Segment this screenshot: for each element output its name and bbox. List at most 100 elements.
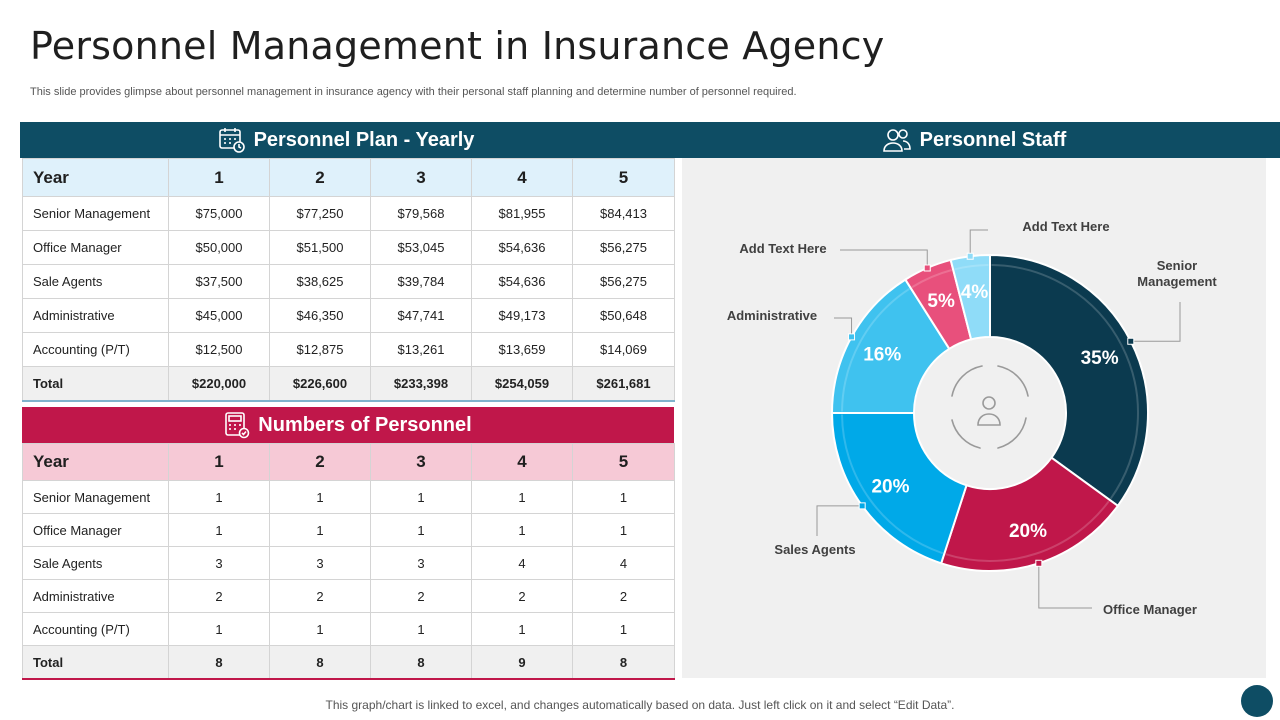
table-row: Office Manager 1 1 1 1 1 [22, 513, 675, 547]
table-cell: $13,659 [471, 332, 573, 367]
table-cell: 1 [269, 513, 371, 547]
leader-line [816, 505, 863, 536]
personnel-staff-header: Personnel Staff [682, 122, 1266, 158]
column-header: 4 [471, 158, 573, 197]
donut-slice-highlight [841, 288, 910, 412]
calculator-icon [225, 412, 250, 439]
column-header: 2 [269, 443, 371, 481]
table-cell: $14,069 [572, 332, 675, 367]
table-row: Senior Management $75,000 $77,250 $79,56… [22, 196, 675, 231]
table-cell: 3 [269, 546, 371, 580]
page-subtitle: This slide provides glimpse about person… [30, 86, 797, 98]
column-header: Year [22, 443, 169, 481]
leader-marker [848, 333, 856, 341]
personnel-plan-title: Personnel Plan - Yearly [253, 128, 475, 151]
row-label: Sale Agents [22, 546, 169, 580]
table-cell: 1 [370, 480, 472, 514]
table-cell: $39,784 [370, 264, 472, 299]
table-cell: 1 [572, 612, 675, 646]
table-cell: 1 [168, 513, 270, 547]
row-label: Office Manager [22, 513, 169, 547]
row-label: Administrative [22, 579, 169, 613]
row-label: Administrative [22, 298, 169, 333]
table-cell: 2 [370, 579, 472, 613]
donut-slice-highlight [841, 414, 944, 555]
table-cell: 1 [370, 612, 472, 646]
total-cell: 8 [269, 645, 371, 680]
leader-marker [923, 264, 931, 272]
slice-category-label: Management [1137, 274, 1217, 289]
leader-line [1038, 563, 1092, 609]
table-cell: $79,568 [370, 196, 472, 231]
total-row: Total 8 8 8 9 8 [22, 645, 675, 680]
table-cell: $38,625 [269, 264, 371, 299]
table-cell: 3 [370, 546, 472, 580]
table-cell: 1 [168, 612, 270, 646]
calendar-icon [218, 128, 245, 153]
table-cell: 4 [471, 546, 573, 580]
footer-note: This graph/chart is linked to excel, and… [325, 698, 955, 712]
row-label: Total [22, 366, 169, 402]
donut-slice [939, 456, 1120, 572]
table-cell: $54,636 [471, 230, 573, 265]
numbers-of-personnel-header: Numbers of Personnel [22, 407, 674, 443]
column-header: 3 [370, 443, 472, 481]
table-row: Accounting (P/T) $12,500 $12,875 $13,261… [22, 332, 675, 367]
row-label: Accounting (P/T) [22, 332, 169, 367]
leader-line [1130, 302, 1181, 342]
table-cell: 1 [471, 513, 573, 547]
slice-category-label: Add Text Here [1022, 219, 1109, 234]
slice-percentage-label: 35% [1081, 348, 1119, 369]
table-cell: $45,000 [168, 298, 270, 333]
donut-slice [949, 253, 991, 341]
column-header: Year [22, 158, 169, 197]
corner-badge [1241, 685, 1273, 717]
donut-slice-highlight [911, 269, 953, 289]
slice-category-label: Sales Agents [774, 542, 855, 557]
leader-marker [1035, 559, 1043, 567]
table-cell: 4 [572, 546, 675, 580]
donut-slice [830, 412, 968, 565]
table-row: Sale Agents $37,500 $38,625 $39,784 $54,… [22, 264, 675, 299]
donut-slice-highlight [945, 500, 1110, 562]
slice-percentage-label: 16% [863, 345, 901, 366]
slice-percentage-label: 4% [961, 282, 989, 303]
row-label: Sale Agents [22, 264, 169, 299]
donut-slice [989, 253, 1149, 508]
donut-slice [830, 278, 951, 414]
total-row: Total $220,000 $226,600 $233,398 $254,05… [22, 366, 675, 402]
table-row: Sale Agents 3 3 3 4 4 [22, 546, 675, 580]
total-cell: $220,000 [168, 366, 270, 402]
column-header: 4 [471, 443, 573, 481]
table-cell: 3 [168, 546, 270, 580]
leader-marker [966, 252, 974, 260]
total-cell: $226,600 [269, 366, 371, 402]
column-header: 3 [370, 158, 472, 197]
people-icon [882, 129, 911, 152]
table-cell: $56,275 [572, 264, 675, 299]
table-header-row: Year 1 2 3 4 5 [22, 443, 675, 481]
table-cell: $81,955 [471, 196, 573, 231]
leader-line [834, 317, 853, 337]
table-cell: $54,636 [471, 264, 573, 299]
personnel-staff-title: Personnel Staff [919, 128, 1067, 151]
table-cell: 2 [168, 579, 270, 613]
table-cell: $49,173 [471, 298, 573, 333]
row-label: Senior Management [22, 196, 169, 231]
total-cell: 9 [471, 645, 573, 680]
personnel-plan-header: Personnel Plan - Yearly [20, 122, 672, 158]
slice-percentage-label: 20% [1009, 521, 1047, 542]
table-cell: 1 [168, 480, 270, 514]
numbers-of-personnel-table: Year 1 2 3 4 5 Senior Management 1 1 1 1… [22, 443, 675, 680]
column-header: 2 [269, 158, 371, 197]
row-label: Total [22, 645, 169, 680]
column-header: 1 [168, 158, 270, 197]
column-header: 5 [572, 158, 675, 197]
donut-slice-highlight [991, 264, 1139, 500]
leader-line [840, 249, 928, 268]
table-cell: 1 [269, 612, 371, 646]
table-header-row: Year 1 2 3 4 5 [22, 158, 675, 197]
table-cell: $75,000 [168, 196, 270, 231]
table-cell: 1 [370, 513, 472, 547]
leader-marker [1127, 337, 1135, 345]
